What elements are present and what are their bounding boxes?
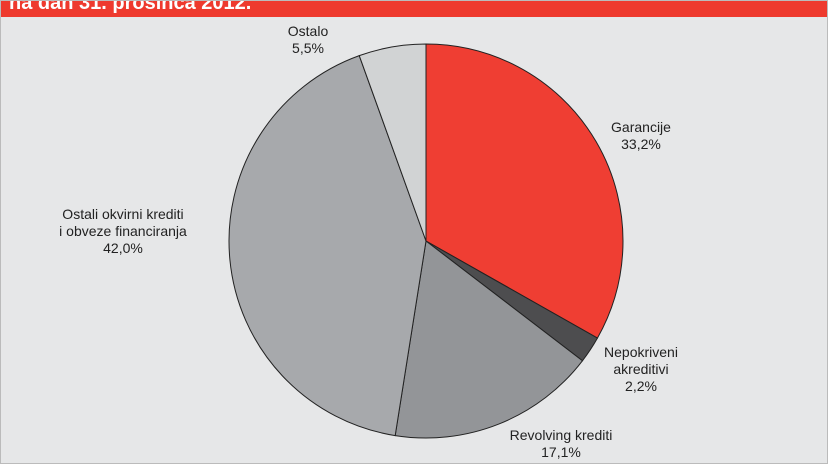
pie-slice (228, 55, 427, 437)
pie-slice (358, 43, 427, 242)
pie-slice (394, 240, 584, 439)
slice-value-label: 2,2% (625, 378, 657, 394)
header-band: na dan 31. prosinca 2012. (1, 1, 827, 17)
chart-title: na dan 31. prosinca 2012. (9, 1, 252, 14)
slice-value-label: 33,2% (621, 136, 661, 152)
slice-label: Ostali okvirni krediti i obveze financir… (59, 206, 187, 239)
slice-value-label: 17,1% (541, 444, 581, 460)
slice-value-label: 42,0% (103, 240, 143, 256)
slice-label: Revolving krediti (509, 427, 613, 443)
slice-value-label: 5,5% (292, 40, 324, 56)
slice-label: Nepokriveni akreditivi (604, 344, 678, 377)
slice-label: Ostalo (287, 23, 329, 39)
pie-slice (425, 43, 624, 339)
slice-label: Garancije (611, 119, 671, 135)
